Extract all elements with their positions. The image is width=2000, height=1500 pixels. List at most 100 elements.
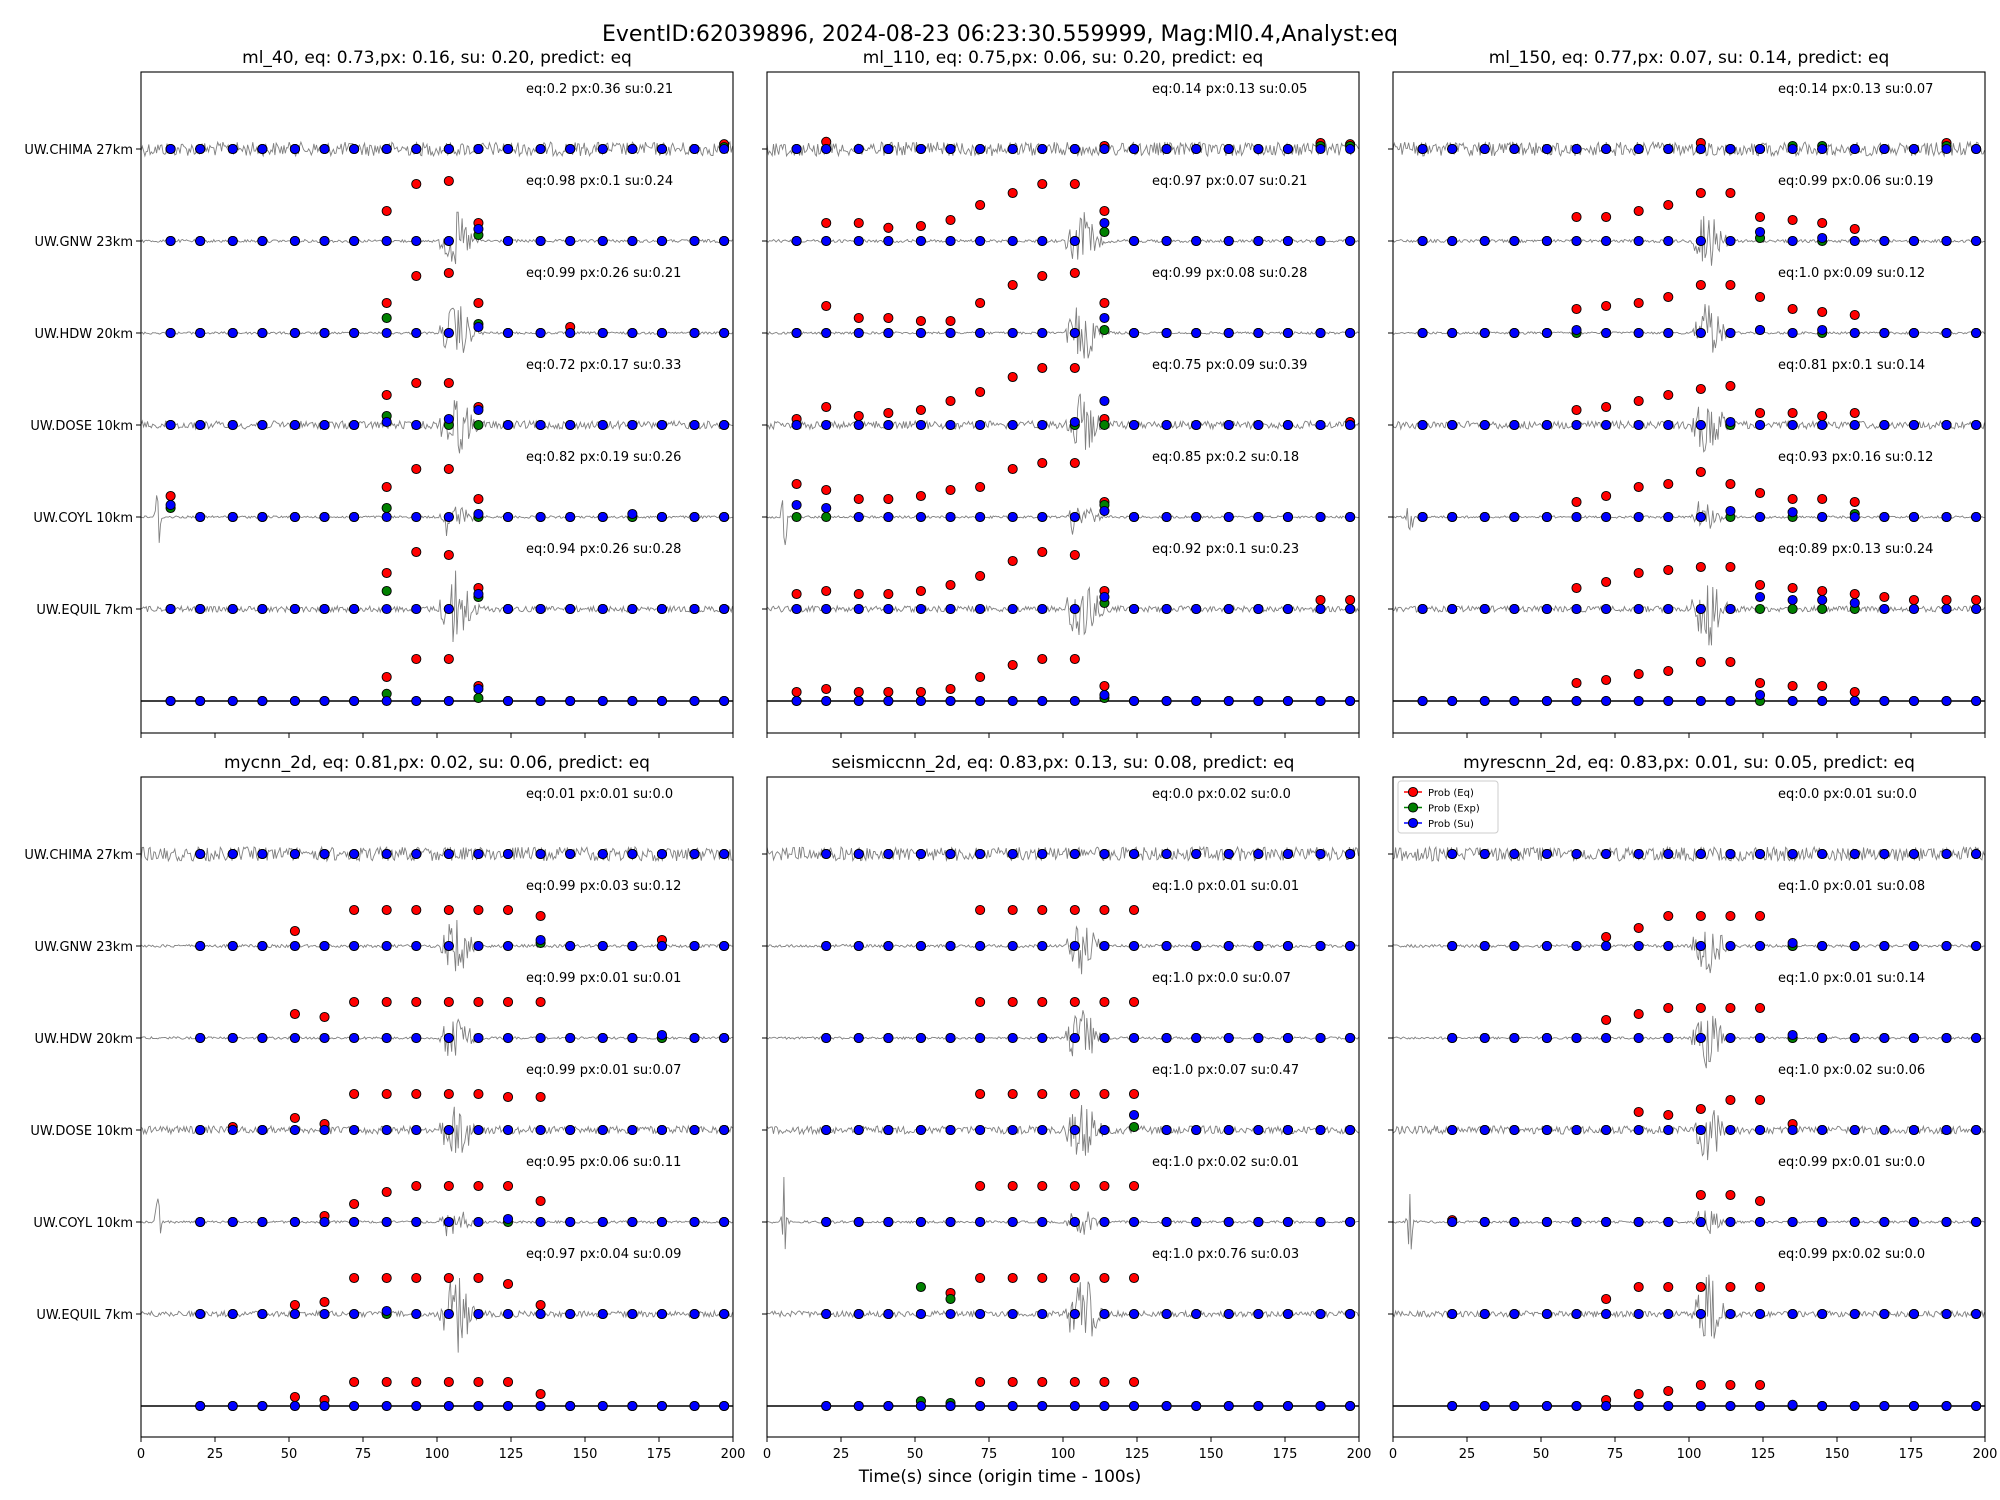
prob-su-point — [821, 1308, 832, 1320]
prob-su-point — [1787, 419, 1798, 431]
prob-eq-point — [883, 493, 894, 505]
prob-su-point — [381, 940, 392, 952]
prob-su-point — [289, 1124, 300, 1136]
prob-eq-point — [411, 1180, 422, 1192]
prob-su-point — [1345, 235, 1356, 247]
prob-su-point — [1541, 235, 1552, 247]
prob-eq-point — [1754, 291, 1766, 303]
prob-eq-point — [1725, 910, 1736, 922]
prob-su-point — [443, 940, 454, 952]
prob-su-point — [1161, 327, 1172, 339]
prob-su-point — [411, 848, 422, 860]
prob-su-point — [1253, 1032, 1264, 1044]
prob-su-point — [719, 143, 730, 155]
prob-su-point — [227, 695, 238, 707]
prob-su-point — [1971, 419, 1982, 431]
prob-su-point — [1787, 848, 1798, 860]
prob-su-point — [1479, 1308, 1490, 1320]
prob-su-point — [257, 695, 268, 707]
plot-area — [1393, 845, 1985, 1412]
station-prob-label: eq:0.97 px:0.04 su:0.09 — [526, 1247, 681, 1262]
prob-eq-point — [945, 315, 956, 327]
prob-su-point — [945, 603, 956, 615]
prob-su-point — [821, 327, 832, 339]
prob-su-point — [319, 1216, 330, 1228]
prob-eq-point — [1601, 1014, 1612, 1026]
prob-su-point — [719, 235, 730, 247]
prob-su-point — [257, 940, 268, 952]
prob-su-point — [289, 1400, 300, 1412]
prob-su-point — [443, 235, 454, 247]
x-tick-label: 175 — [647, 1447, 672, 1462]
prob-su-point — [1037, 235, 1048, 247]
prob-su-point — [1282, 419, 1294, 431]
station-prob-label: eq:0.99 px:0.01 su:0.0 — [1778, 1155, 1925, 1170]
prob-su-point — [719, 327, 730, 339]
legend-label: Prob (Su) — [1428, 819, 1474, 830]
panel-6: myrescnn_2d, eq: 0.83,px: 0.01, su: 0.05… — [1388, 753, 1997, 1462]
prob-su-point — [1128, 848, 1140, 860]
waveform-trace — [1393, 406, 1985, 453]
prob-su-point — [535, 143, 546, 155]
prob-eq-point — [1601, 211, 1612, 223]
panel-title: seismiccnn_2d, eq: 0.83,px: 0.13, su: 0.… — [832, 753, 1295, 773]
prob-exp-point — [473, 692, 484, 704]
prob-su-point — [1479, 603, 1490, 615]
prob-su-point — [1879, 1216, 1890, 1228]
x-tick-label: 0 — [763, 1447, 771, 1462]
prob-su-point — [853, 1124, 864, 1136]
prob-su-point — [689, 848, 700, 860]
station-prob-label: eq:0.82 px:0.19 su:0.26 — [526, 450, 681, 465]
prob-su-point — [565, 143, 576, 155]
prob-eq-point — [1128, 1088, 1140, 1100]
prob-su-point — [1191, 1216, 1202, 1228]
panel-1: ml_40, eq: 0.73,px: 0.16, su: 0.20, pred… — [24, 48, 734, 738]
prob-su-point — [1037, 1216, 1048, 1228]
prob-su-point — [349, 1308, 360, 1320]
waveform-trace — [1393, 1274, 1985, 1339]
prob-su-point — [1879, 1308, 1890, 1320]
prob-su-point — [1315, 1216, 1326, 1228]
prob-su-point — [319, 419, 330, 431]
prob-su-point — [502, 511, 514, 523]
prob-su-point — [1541, 1124, 1552, 1136]
prob-su-point — [1754, 1032, 1766, 1044]
legend-marker — [1407, 786, 1419, 798]
prob-su-point — [719, 695, 730, 707]
prob-su-point — [381, 416, 392, 428]
prob-su-point — [821, 1124, 832, 1136]
prob-su-point — [853, 327, 864, 339]
prob-eq-point — [473, 493, 484, 505]
prob-su-point — [597, 1032, 608, 1044]
axes-frame — [1392, 71, 1986, 734]
prob-eq-point — [1695, 1189, 1706, 1201]
prob-su-point — [349, 327, 360, 339]
plot-area — [1393, 137, 1985, 707]
prob-su-point — [1315, 235, 1326, 247]
prob-eq-point — [975, 297, 986, 309]
prob-exp-point — [473, 419, 484, 431]
prob-su-point — [165, 419, 176, 431]
prob-su-point — [1191, 695, 1202, 707]
prob-su-point — [227, 1400, 238, 1412]
prob-su-point — [597, 848, 608, 860]
prob-eq-point — [381, 1186, 392, 1198]
prob-su-point — [502, 940, 514, 952]
prob-su-point — [411, 327, 422, 339]
prob-eq-point — [535, 996, 546, 1008]
prob-eq-point — [1817, 585, 1828, 597]
prob-su-point — [1695, 1308, 1706, 1320]
prob-eq-point — [1849, 407, 1860, 419]
prob-su-point — [853, 695, 864, 707]
prob-su-point — [656, 1216, 668, 1228]
prob-su-point — [1908, 143, 1920, 155]
prob-su-point — [289, 1216, 300, 1228]
prob-su-point — [1541, 143, 1552, 155]
prob-su-point — [883, 695, 894, 707]
prob-su-point — [627, 848, 638, 860]
prob-eq-point — [443, 1180, 454, 1192]
prob-su-point — [1128, 1032, 1140, 1044]
prob-su-point — [1849, 1032, 1860, 1044]
prob-su-point — [1725, 1308, 1736, 1320]
prob-su-point — [319, 695, 330, 707]
